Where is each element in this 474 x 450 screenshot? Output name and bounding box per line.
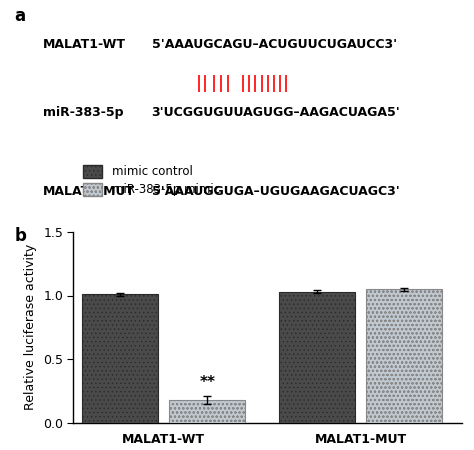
Bar [366, 289, 442, 423]
Text: 5'AAAUGCAGU–ACUGUUCUGAUCC3': 5'AAAUGCAGU–ACUGUUCUGAUCC3' [152, 39, 397, 51]
Text: MALAT1-MUT: MALAT1-MUT [43, 185, 135, 198]
Text: MALAT1-WT: MALAT1-WT [43, 39, 126, 51]
Bar [82, 294, 158, 423]
Text: 3'UCGGUGUUAGUGG–AAGACUAGA5': 3'UCGGUGUUAGUGG–AAGACUAGA5' [152, 106, 401, 119]
Text: miR-383-5p: miR-383-5p [43, 106, 123, 119]
Bar [169, 400, 245, 423]
Text: a: a [14, 7, 25, 25]
Legend: mimic control, miR-383-5p mimic: mimic control, miR-383-5p mimic [83, 165, 220, 197]
Text: b: b [14, 227, 26, 245]
Text: 5'AAAUGGUGA–UGUGAAGACUAGC3': 5'AAAUGGUGA–UGUGAAGACUAGC3' [152, 185, 400, 198]
Bar [279, 292, 355, 423]
Text: **: ** [199, 375, 215, 390]
Y-axis label: Relative luciferase activity: Relative luciferase activity [25, 244, 37, 410]
